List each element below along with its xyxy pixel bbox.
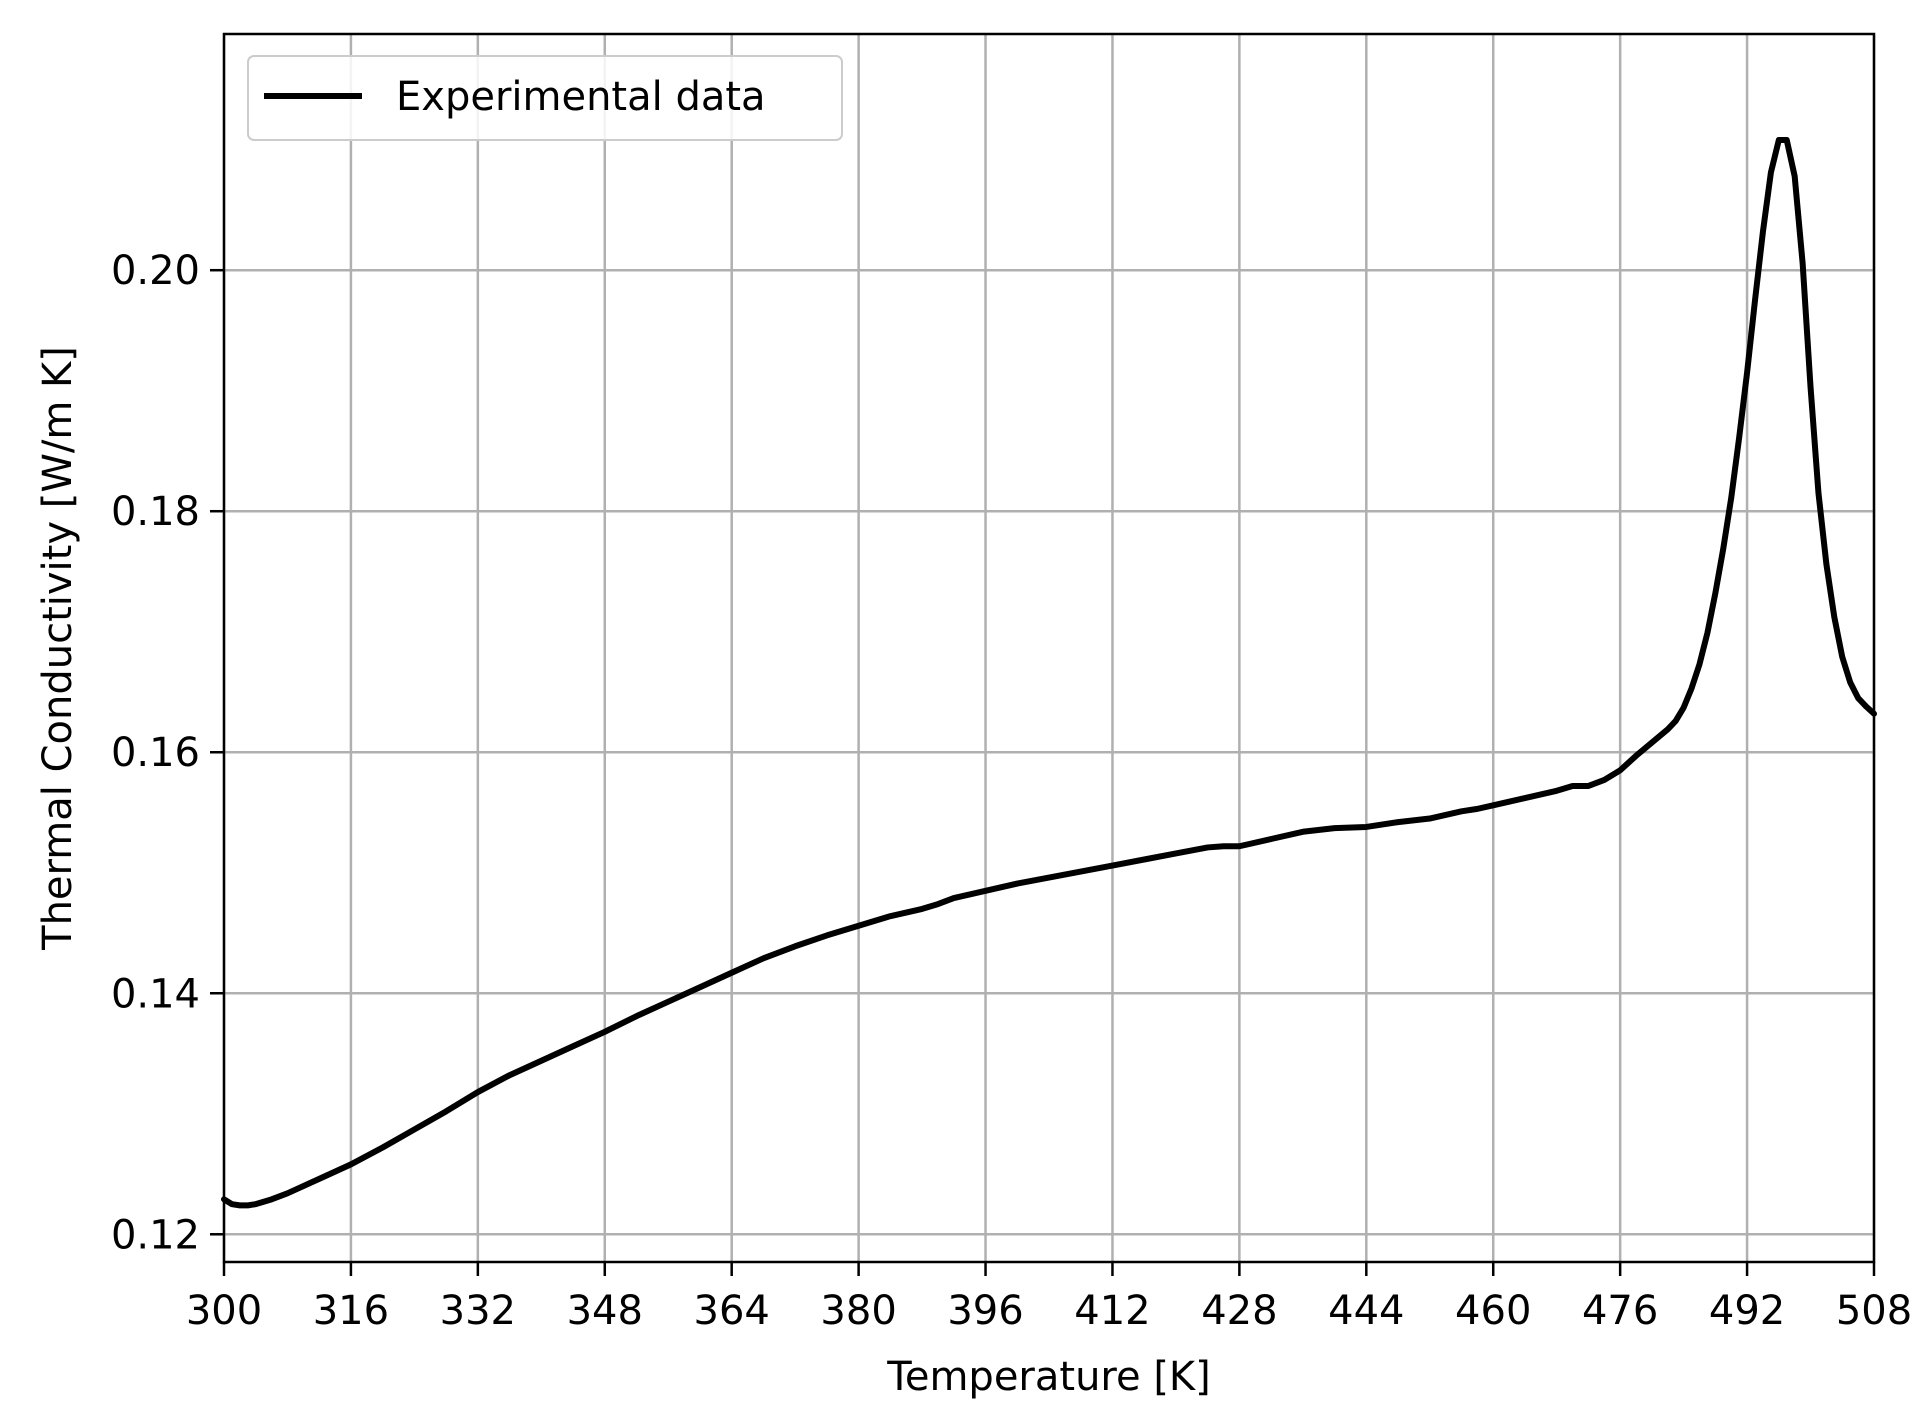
series-layer	[221, 137, 1877, 1209]
x-tick-label: 380	[820, 1288, 896, 1334]
y-tick-label: 0.18	[111, 489, 200, 535]
legend: Experimental data	[247, 55, 843, 141]
x-axis-title: Temperature [K]	[886, 1354, 1211, 1400]
x-tick-label: 364	[694, 1288, 770, 1334]
x-tick-label: 316	[313, 1288, 389, 1334]
axis-ticks: 300 316 332 348 364 380 396 412 428 444 460 476 492 5…	[111, 248, 1912, 1334]
legend-label-experimental-data: Experimental data	[396, 74, 766, 120]
x-tick-label: 492	[1709, 1288, 1785, 1334]
y-tick-label: 0.20	[111, 248, 200, 294]
x-tick-label: 428	[1201, 1288, 1277, 1334]
legend-box	[247, 55, 843, 141]
y-axis-title: Thermal Conductivity [W/m K]	[35, 346, 81, 951]
x-tick-label: 412	[1074, 1288, 1150, 1334]
x-tick-label: 508	[1836, 1288, 1912, 1334]
x-tick-label: 396	[947, 1288, 1023, 1334]
y-tick-label: 0.12	[111, 1212, 200, 1258]
x-tick-label: 476	[1582, 1288, 1658, 1334]
x-tick-label: 444	[1328, 1288, 1404, 1334]
series-line-experimental-data	[221, 137, 1877, 1209]
x-tick-label: 332	[440, 1288, 516, 1334]
x-tick-label: 460	[1455, 1288, 1531, 1334]
x-tick-label: 300	[186, 1288, 262, 1334]
y-tick-label: 0.14	[111, 971, 200, 1017]
x-tick-label: 348	[567, 1288, 643, 1334]
plot-frame	[222, 32, 1876, 1264]
y-tick-label: 0.16	[111, 730, 200, 776]
